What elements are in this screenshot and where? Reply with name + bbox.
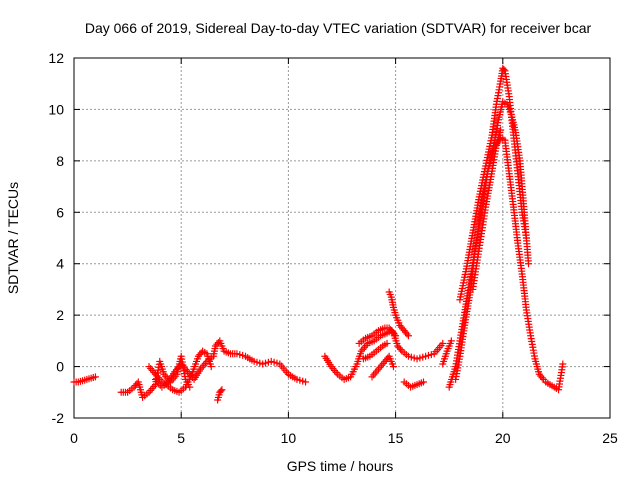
data-point — [439, 339, 447, 347]
data-points — [70, 64, 567, 404]
y-axis: -2 0 2 4 6 8 10 12 — [48, 50, 610, 426]
x-tick-label: 10 — [281, 430, 297, 446]
data-point — [403, 330, 411, 338]
data-point — [91, 373, 99, 381]
x-tick-label: 5 — [177, 430, 185, 446]
chart-title: Day 066 of 2019, Sidereal Day-to-day VTE… — [85, 20, 592, 36]
x-tick-label: 0 — [70, 430, 78, 446]
y-axis-label: SDTVAR / TECUs — [5, 182, 21, 294]
data-point — [500, 66, 508, 74]
data-point — [522, 234, 530, 242]
data-point — [397, 345, 405, 353]
data-point — [559, 360, 567, 368]
y-tick-label: 10 — [48, 101, 64, 117]
data-point — [525, 260, 533, 268]
data-point — [207, 363, 215, 371]
y-tick-label: 6 — [56, 204, 64, 220]
y-tick-label: 2 — [56, 307, 64, 323]
data-point — [389, 363, 397, 371]
y-tick-label: 0 — [56, 359, 64, 375]
data-point — [383, 339, 391, 347]
data-point — [497, 126, 505, 134]
plot-frame — [73, 57, 611, 419]
x-tick-label: 15 — [388, 430, 404, 446]
x-axis: 0 5 10 15 20 25 — [70, 58, 618, 446]
data-point — [218, 386, 226, 394]
data-point — [302, 378, 310, 386]
data-point — [404, 332, 412, 340]
x-tick-label: 25 — [602, 430, 618, 446]
y-tick-label: 4 — [56, 256, 64, 272]
data-point — [217, 387, 225, 395]
y-tick-label: 8 — [56, 153, 64, 169]
data-point — [447, 337, 455, 345]
data-point — [538, 374, 546, 382]
x-axis-label: GPS time / hours — [287, 458, 394, 474]
y-tick-label: -2 — [52, 410, 65, 426]
data-point — [388, 327, 396, 335]
data-point — [419, 378, 427, 386]
x-tick-label: 20 — [495, 430, 511, 446]
y-tick-label: 12 — [48, 50, 64, 66]
